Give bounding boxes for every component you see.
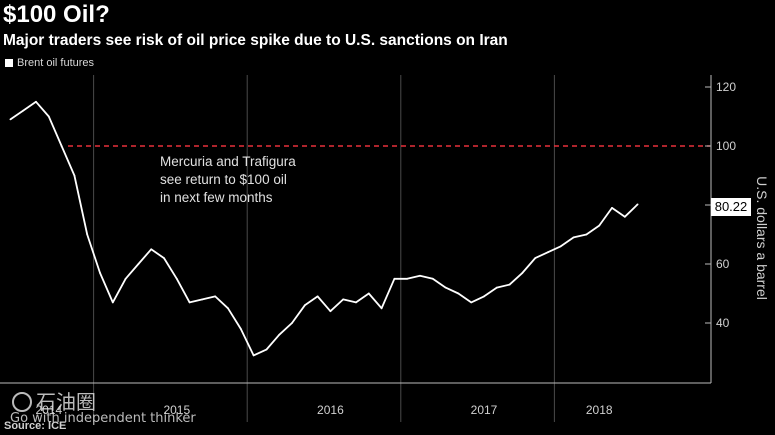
data-point-2018-05 xyxy=(611,207,613,209)
data-point-2015-11 xyxy=(227,307,229,310)
watermark: 石油圈 Go with independent thinker xyxy=(10,386,196,426)
data-point-2018-07 xyxy=(636,203,639,206)
x-tick-label-2014: 2014 xyxy=(35,403,62,417)
watermark-name: 石油圈 xyxy=(36,390,96,414)
data-point-2016-04 xyxy=(291,322,293,324)
data-point-2014-06 xyxy=(9,118,12,121)
data-point-2016-02 xyxy=(265,348,268,351)
y-tick-label-40: 40 xyxy=(716,316,730,330)
data-point-2016-07 xyxy=(329,310,332,313)
data-point-2017-11 xyxy=(534,257,537,259)
data-point-2017-05 xyxy=(457,292,460,295)
data-point-2017-06 xyxy=(470,301,473,304)
data-point-2017-01 xyxy=(406,277,409,280)
x-tick-label-2015: 2015 xyxy=(163,403,190,417)
data-point-2015-03 xyxy=(124,277,127,280)
chart-subtitle: Major traders see risk of oil price spik… xyxy=(3,32,508,49)
data-point-2014-10 xyxy=(60,145,63,147)
annotation: Mercuria and Trafigura see return to $100… xyxy=(160,154,296,205)
data-point-2017-12 xyxy=(547,251,549,254)
data-point-2015-05 xyxy=(150,248,153,251)
data-point-2017-10 xyxy=(521,272,524,274)
data-point-2016-01 xyxy=(252,354,255,357)
data-point-2014-11 xyxy=(73,174,76,177)
data-point-2016-06 xyxy=(316,295,319,298)
chart-title: $100 Oil? xyxy=(3,1,110,28)
watermark-logo-icon xyxy=(12,392,32,412)
y-axis: 406080100120 xyxy=(705,75,736,383)
data-point-2016-03 xyxy=(278,333,281,336)
data-point-2018-01 xyxy=(559,245,562,248)
annotation-line-1: see return to $100 oil xyxy=(160,172,287,187)
data-point-2015-08 xyxy=(188,301,191,304)
data-point-2017-09 xyxy=(508,283,511,286)
series-brent-oil-futures xyxy=(9,100,639,357)
data-point-2014-07 xyxy=(22,109,25,112)
data-point-2018-02 xyxy=(572,236,575,239)
x-tick-label-2017: 2017 xyxy=(471,403,498,417)
data-point-2015-12 xyxy=(239,328,242,330)
legend-swatch xyxy=(5,59,13,67)
y-tick-label-120: 120 xyxy=(716,80,736,94)
legend: Brent oil futures xyxy=(5,57,94,69)
series-line xyxy=(9,100,639,357)
y-tick-label-60: 60 xyxy=(716,257,730,271)
data-point-2018-03 xyxy=(585,233,588,236)
data-point-2015-02 xyxy=(111,301,114,304)
data-point-2015-06 xyxy=(163,257,165,259)
data-point-2016-12 xyxy=(393,277,396,280)
source-note: Source: ICE xyxy=(4,420,67,432)
data-point-2016-08 xyxy=(342,298,345,301)
data-point-2017-02 xyxy=(419,274,421,277)
x-tick-label-2018: 2018 xyxy=(586,403,613,417)
data-point-2017-04 xyxy=(444,286,447,289)
y-tick-label-100: 100 xyxy=(716,139,736,153)
last-value-badge: 80.22 xyxy=(711,198,751,216)
data-point-2015-09 xyxy=(201,298,204,301)
data-point-2016-10 xyxy=(367,292,370,295)
gridlines xyxy=(93,75,555,422)
data-point-2016-11 xyxy=(380,307,383,310)
watermark-tagline: Go with independent thinker xyxy=(10,411,196,426)
data-point-2017-08 xyxy=(495,286,498,289)
y-axis-label: U.S. dollars a barrel xyxy=(754,176,770,300)
annotation-line-0: Mercuria and Trafigura xyxy=(160,154,296,169)
data-point-2018-04 xyxy=(598,224,601,227)
x-axis: 2014 2015 2016 2017 2018 xyxy=(0,382,711,417)
annotation-line-2: in next few months xyxy=(160,190,273,205)
data-point-2014-12 xyxy=(86,233,89,236)
data-point-2017-03 xyxy=(431,277,434,280)
data-point-2015-04 xyxy=(137,263,140,265)
legend-label: Brent oil futures xyxy=(17,57,95,69)
data-point-2014-08 xyxy=(35,100,37,103)
data-point-2014-09 xyxy=(47,115,50,118)
data-point-2016-05 xyxy=(303,304,306,307)
data-point-2016-09 xyxy=(355,301,357,304)
x-tick-label-2016: 2016 xyxy=(317,403,344,417)
data-point-2015-07 xyxy=(175,277,178,280)
data-point-2015-10 xyxy=(214,295,217,298)
data-point-2017-07 xyxy=(483,295,485,298)
data-point-2018-06 xyxy=(623,215,626,218)
last-value-label: 80.22 xyxy=(715,199,748,214)
data-point-2015-01 xyxy=(99,272,101,274)
